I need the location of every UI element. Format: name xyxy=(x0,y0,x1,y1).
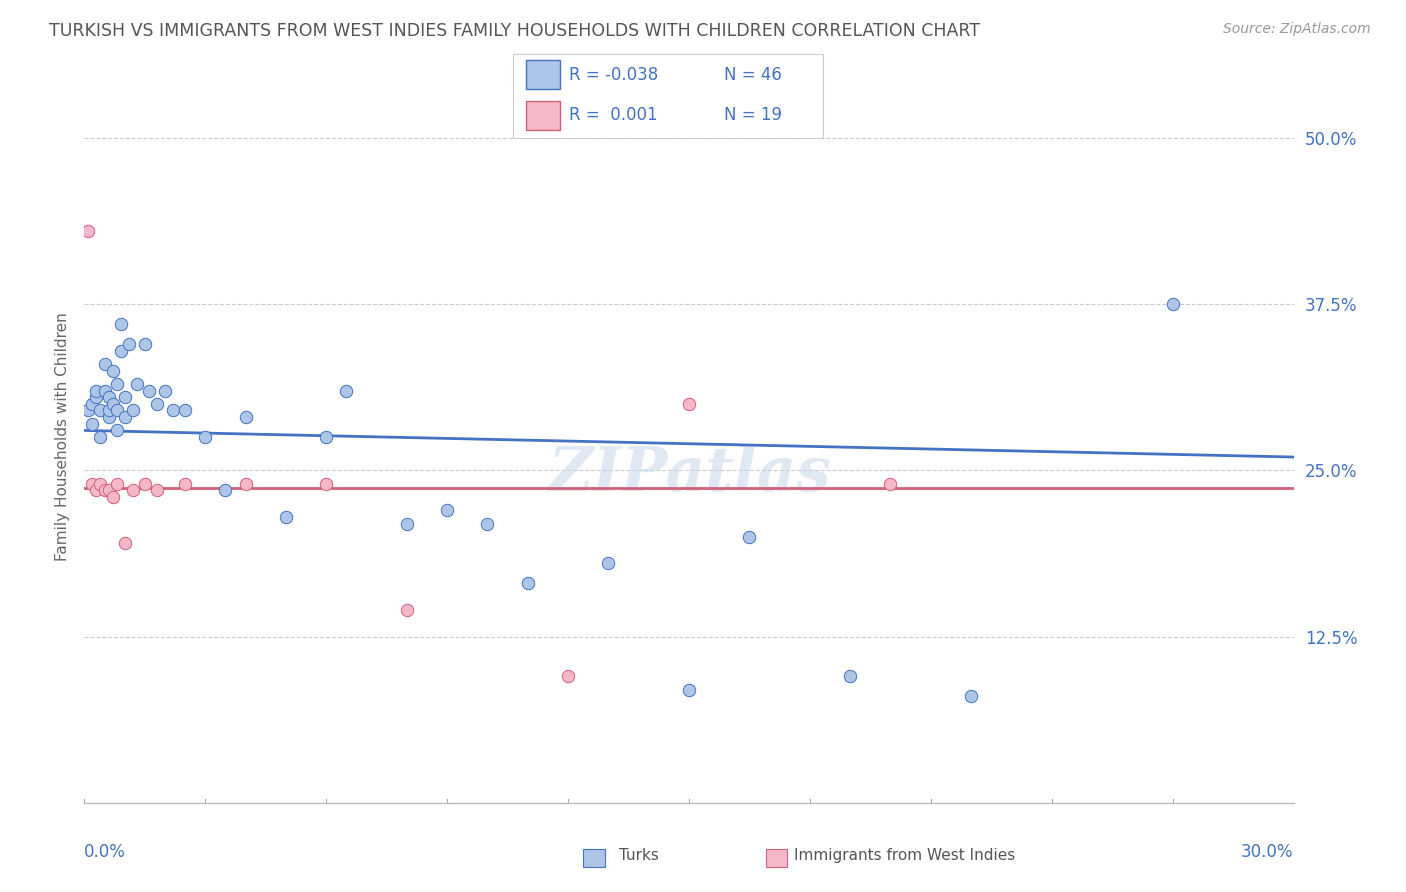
Text: Source: ZipAtlas.com: Source: ZipAtlas.com xyxy=(1223,22,1371,37)
Point xyxy=(335,384,357,398)
Point xyxy=(82,397,104,411)
Point xyxy=(105,424,128,438)
Point xyxy=(395,603,418,617)
Text: Turks: Turks xyxy=(619,848,658,863)
Point xyxy=(105,476,128,491)
Point xyxy=(97,410,120,425)
Point xyxy=(146,397,169,411)
Point xyxy=(235,410,257,425)
Y-axis label: Family Households with Children: Family Households with Children xyxy=(55,313,70,561)
Point xyxy=(315,476,337,491)
Text: TURKISH VS IMMIGRANTS FROM WEST INDIES FAMILY HOUSEHOLDS WITH CHILDREN CORRELATI: TURKISH VS IMMIGRANTS FROM WEST INDIES F… xyxy=(49,22,980,40)
Point xyxy=(93,483,115,498)
Point xyxy=(93,357,115,371)
Point xyxy=(86,390,108,404)
Point xyxy=(82,476,104,491)
FancyBboxPatch shape xyxy=(526,101,560,130)
Point xyxy=(153,384,176,398)
Point xyxy=(101,490,124,504)
Point xyxy=(77,224,100,238)
Text: N = 46: N = 46 xyxy=(724,66,782,84)
Point xyxy=(86,384,108,398)
Point xyxy=(678,682,700,697)
Point xyxy=(134,337,156,351)
Point xyxy=(274,509,297,524)
Text: R = -0.038: R = -0.038 xyxy=(569,66,658,84)
FancyBboxPatch shape xyxy=(526,61,560,89)
Point xyxy=(97,390,120,404)
Point xyxy=(101,397,124,411)
Point xyxy=(235,476,257,491)
Point xyxy=(214,483,236,498)
Point xyxy=(678,397,700,411)
Point xyxy=(110,317,132,331)
Point xyxy=(162,403,184,417)
Point xyxy=(598,557,620,571)
Point xyxy=(146,483,169,498)
Point xyxy=(395,516,418,531)
Point xyxy=(82,417,104,431)
Point xyxy=(89,476,111,491)
Point xyxy=(134,476,156,491)
Point xyxy=(105,403,128,417)
Point xyxy=(121,403,143,417)
Point xyxy=(879,476,901,491)
Point xyxy=(93,384,115,398)
Point xyxy=(738,530,761,544)
Point xyxy=(86,483,108,498)
Point xyxy=(101,363,124,377)
Point xyxy=(97,403,120,417)
Point xyxy=(174,403,197,417)
Text: 30.0%: 30.0% xyxy=(1241,843,1294,861)
Point xyxy=(114,536,136,550)
Point xyxy=(118,337,141,351)
Point xyxy=(105,376,128,391)
Point xyxy=(839,669,862,683)
Text: 0.0%: 0.0% xyxy=(84,843,127,861)
Point xyxy=(315,430,337,444)
Point xyxy=(138,384,160,398)
Point xyxy=(89,430,111,444)
Point xyxy=(114,410,136,425)
Point xyxy=(97,483,120,498)
Point xyxy=(194,430,217,444)
Point xyxy=(114,390,136,404)
Point xyxy=(960,690,983,704)
Point xyxy=(477,516,499,531)
Point xyxy=(110,343,132,358)
Text: Immigrants from West Indies: Immigrants from West Indies xyxy=(794,848,1015,863)
Point xyxy=(174,476,197,491)
Point xyxy=(125,376,148,391)
Point xyxy=(1161,297,1184,311)
Text: ZIPatlas: ZIPatlas xyxy=(547,443,831,504)
Text: R =  0.001: R = 0.001 xyxy=(569,105,658,123)
Point xyxy=(557,669,579,683)
Point xyxy=(436,503,458,517)
Point xyxy=(89,403,111,417)
Point xyxy=(121,483,143,498)
Point xyxy=(516,576,538,591)
Point xyxy=(77,403,100,417)
Text: N = 19: N = 19 xyxy=(724,105,782,123)
